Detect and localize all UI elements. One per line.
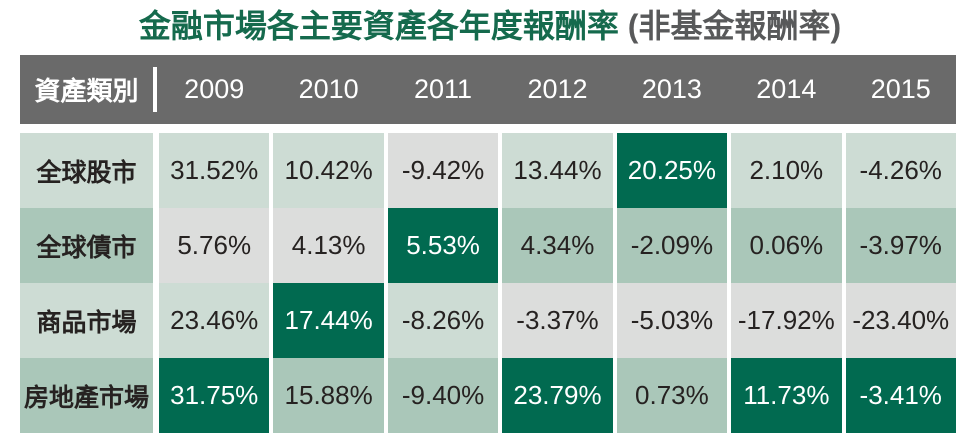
table-cell: 10.42% — [273, 133, 384, 208]
table-cell: 11.73% — [731, 358, 842, 433]
row-label: 全球債市 — [20, 208, 153, 283]
table-cell: -9.42% — [387, 133, 499, 208]
table-cell: 23.46% — [159, 283, 270, 358]
table-cell: -3.41% — [845, 358, 956, 433]
table-cell: 2.10% — [731, 133, 842, 208]
header-cell-asset-category: 資產類別 — [34, 76, 139, 106]
table-header-row: 資產類別 2009 2010 2011 2012 2013 2014 2015 — [20, 55, 956, 124]
header-cell-year: 2009 — [184, 74, 245, 104]
table-cell: 17.44% — [273, 283, 384, 358]
header-cell-year: 2014 — [756, 74, 817, 104]
table-cell: 15.88% — [273, 358, 384, 433]
table-cell: 4.13% — [273, 208, 384, 283]
table-cell: 13.44% — [502, 133, 613, 208]
row-label: 全球股市 — [20, 133, 153, 208]
table-cell: 31.52% — [159, 133, 270, 208]
table-cell: -8.26% — [387, 283, 499, 358]
table-cell: 31.75% — [159, 358, 270, 433]
header-cell-year: 2010 — [298, 74, 359, 104]
header-cell-year: 2013 — [641, 74, 702, 104]
table-cell: 20.25% — [616, 133, 728, 208]
table-cell: -4.26% — [845, 133, 956, 208]
header-cell-year: 2012 — [527, 74, 588, 104]
page-title-main: 金融市場各主要資產各年度報酬率 — [138, 8, 619, 44]
table-row: 商品市場 23.46% 17.44% -8.26% -3.37% -5.03% … — [20, 283, 956, 358]
page-title: 金融市場各主要資產各年度報酬率 (非基金報酬率) — [0, 6, 980, 46]
table-cell: -3.97% — [845, 208, 956, 283]
header-divider — [153, 67, 157, 112]
header-cell-year: 2011 — [414, 74, 473, 104]
table-row: 全球債市 5.76% 4.13% 5.53% 4.34% -2.09% 0.06… — [20, 208, 956, 283]
table-cell: 0.73% — [616, 358, 728, 433]
table-cell: -9.40% — [387, 358, 499, 433]
table-cell: 0.06% — [731, 208, 842, 283]
table-cell: -23.40% — [845, 283, 956, 358]
table-cell: 5.76% — [159, 208, 270, 283]
table-cell: 4.34% — [502, 208, 613, 283]
table-cell: -3.37% — [502, 283, 613, 358]
row-label: 商品市場 — [20, 283, 153, 358]
table-cell: -2.09% — [616, 208, 728, 283]
table-cell: -17.92% — [731, 283, 842, 358]
table-cell: 5.53% — [387, 208, 499, 283]
table-cell: 23.79% — [502, 358, 613, 433]
page-title-suffix: (非基金報酬率) — [618, 8, 842, 44]
header-cell-year: 2015 — [870, 74, 931, 104]
table-row: 房地產市場 31.75% 15.88% -9.40% 23.79% 0.73% … — [20, 358, 956, 433]
row-label: 房地產市場 — [20, 358, 153, 433]
returns-table: 資產類別 2009 2010 2011 2012 2013 2014 2015 … — [20, 55, 956, 433]
table-row: 全球股市 31.52% 10.42% -9.42% 13.44% 20.25% … — [20, 133, 956, 208]
table-cell: -5.03% — [616, 283, 728, 358]
